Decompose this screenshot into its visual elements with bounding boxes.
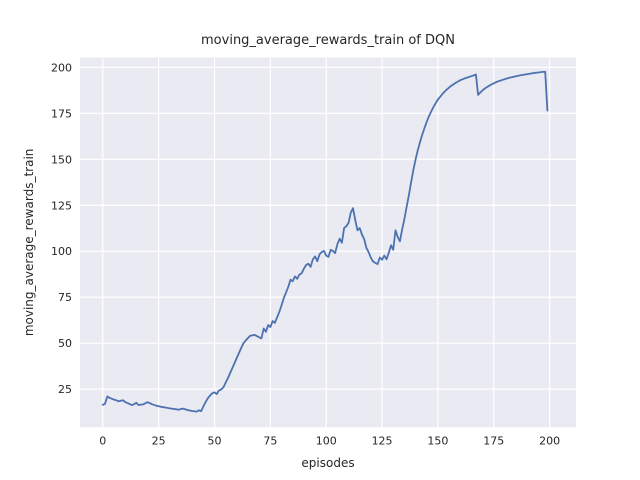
y-tick-label: 25	[58, 383, 72, 396]
x-tick-label: 75	[263, 435, 277, 448]
x-tick-label: 175	[483, 435, 504, 448]
y-tick-label: 100	[51, 245, 72, 258]
x-tick-label: 150	[427, 435, 448, 448]
y-axis-label: moving_average_rewards_train	[22, 149, 36, 337]
x-axis-label: episodes	[301, 456, 354, 470]
y-tick-label: 125	[51, 199, 72, 212]
x-tick-label: 100	[316, 435, 337, 448]
reward-curve-line	[101, 70, 549, 413]
x-tick-label: 125	[372, 435, 393, 448]
y-tick-label: 175	[51, 107, 72, 120]
tick-labels: 0 25 50 75 100 125 150 175 200 25 50 75 100 125 150 175…	[51, 61, 560, 447]
y-tick-label: 50	[58, 337, 72, 350]
gridlines	[80, 57, 576, 428]
x-tick-label: 25	[152, 435, 166, 448]
chart-title: moving_average_rewards_train of DQN	[201, 33, 455, 48]
x-tick-label: 200	[539, 435, 560, 448]
y-tick-label: 75	[58, 291, 72, 304]
x-tick-label: 0	[99, 435, 106, 448]
y-tick-label: 200	[51, 61, 72, 74]
x-tick-label: 50	[208, 435, 222, 448]
y-tick-label: 150	[51, 153, 72, 166]
